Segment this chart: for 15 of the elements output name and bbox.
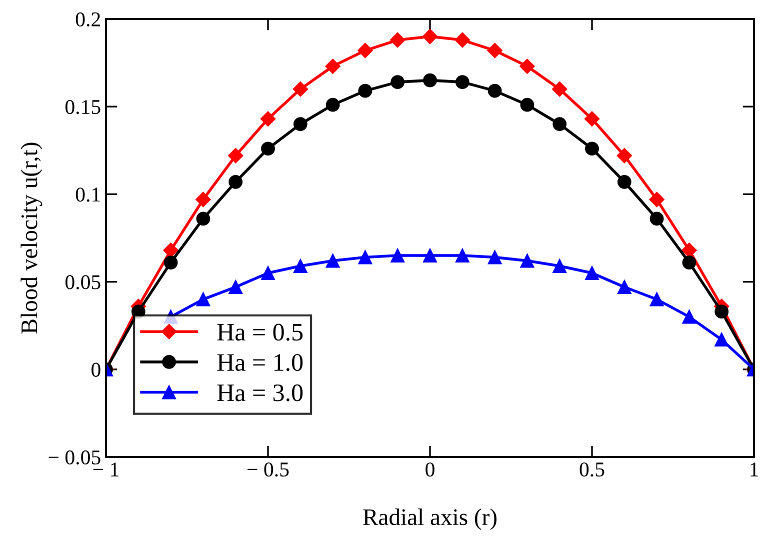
legend-label: Ha = 3.0 xyxy=(217,384,303,402)
legend-label: Ha = 0.5 xyxy=(217,324,303,341)
x-tick-label: − 0.5 xyxy=(248,462,289,477)
y-tick-label: − 0.05 xyxy=(48,450,100,465)
y-tick-label: 0 xyxy=(92,362,100,377)
y-tick-label: 0.15 xyxy=(65,100,100,114)
x-axis-title: Radial axis (r) xyxy=(363,508,496,530)
x-tick-label: 0 xyxy=(426,462,434,477)
y-tick-label: 0.1 xyxy=(76,188,100,202)
legend-label: Ha = 1.0 xyxy=(217,354,303,372)
y-axis-title: Blood velocity u(r,t) xyxy=(20,142,42,334)
y-tick-label: 0.2 xyxy=(76,12,100,27)
x-tick-label: 0.5 xyxy=(580,462,604,477)
y-tick-label: 0.05 xyxy=(65,275,100,290)
x-tick-label: 1 xyxy=(750,462,758,476)
